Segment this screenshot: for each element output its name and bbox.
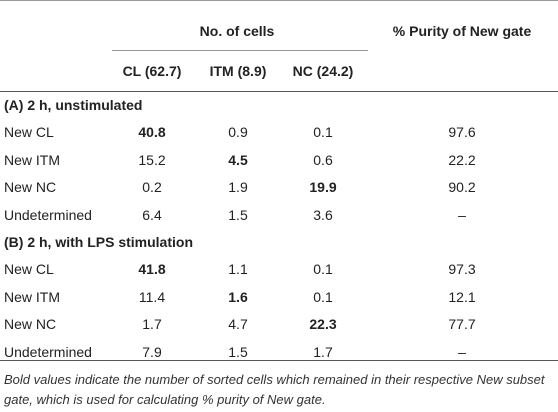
row-label: Undetermined: [4, 343, 92, 360]
cell: 19.9: [309, 179, 337, 195]
row-label: New NC: [4, 316, 57, 332]
cell: 7.9: [142, 343, 162, 360]
cell: 1.5: [228, 206, 248, 223]
cell: 0.1: [313, 288, 333, 305]
cell: 6.4: [142, 206, 162, 223]
cell: 11.4: [138, 288, 166, 305]
cell: 4.7: [228, 316, 248, 332]
header-rule: [0, 91, 558, 92]
row-label: New CL: [4, 261, 54, 277]
cell: 40.8: [138, 124, 166, 140]
purity-header: % Purity of New gate: [392, 23, 532, 39]
row-label: New NC: [4, 179, 57, 195]
group-rule: [112, 50, 368, 51]
cell: 1.5: [228, 343, 248, 360]
column-header: ITM (8.9): [209, 63, 267, 79]
cell: 0.1: [313, 261, 333, 277]
group-header: No. of cells: [199, 23, 275, 39]
section-title: (A) 2 h, unstimulated: [4, 97, 143, 113]
row-label: Undetermined: [4, 206, 92, 223]
cell: –: [458, 343, 466, 360]
cell: 97.6: [448, 124, 476, 140]
cell: –: [458, 206, 466, 223]
cell: 1.1: [228, 261, 248, 277]
top-rule: [0, 0, 558, 1]
bottom-rule: [0, 360, 558, 361]
cell: 15.2: [138, 151, 166, 168]
footnote: Bold values indicate the number of sorte…: [4, 372, 545, 407]
cell: 1.7: [313, 343, 333, 360]
cell: 0.2: [142, 179, 162, 195]
cell: 22.3: [309, 316, 337, 332]
cell: 1.9: [228, 179, 248, 195]
cell: 0.9: [228, 124, 248, 140]
cell: 97.3: [448, 261, 476, 277]
cell: 22.2: [448, 151, 476, 168]
cell: 4.5: [228, 151, 248, 168]
cell: 90.2: [448, 179, 476, 195]
cell: 3.6: [313, 206, 333, 223]
row-label: New ITM: [4, 288, 60, 305]
column-header: NC (24.2): [292, 63, 354, 79]
cell: 77.7: [448, 316, 476, 332]
row-label: New CL: [4, 124, 54, 140]
cell: 0.6: [313, 151, 333, 168]
cell: 1.7: [142, 316, 162, 332]
cell: 41.8: [138, 261, 166, 277]
cell: 12.1: [448, 288, 476, 305]
cell: 0.1: [313, 124, 333, 140]
column-header: CL (62.7): [122, 63, 182, 79]
section-title: (B) 2 h, with LPS stimulation: [4, 234, 193, 250]
row-label: New ITM: [4, 151, 60, 168]
cell: 1.6: [228, 288, 248, 305]
